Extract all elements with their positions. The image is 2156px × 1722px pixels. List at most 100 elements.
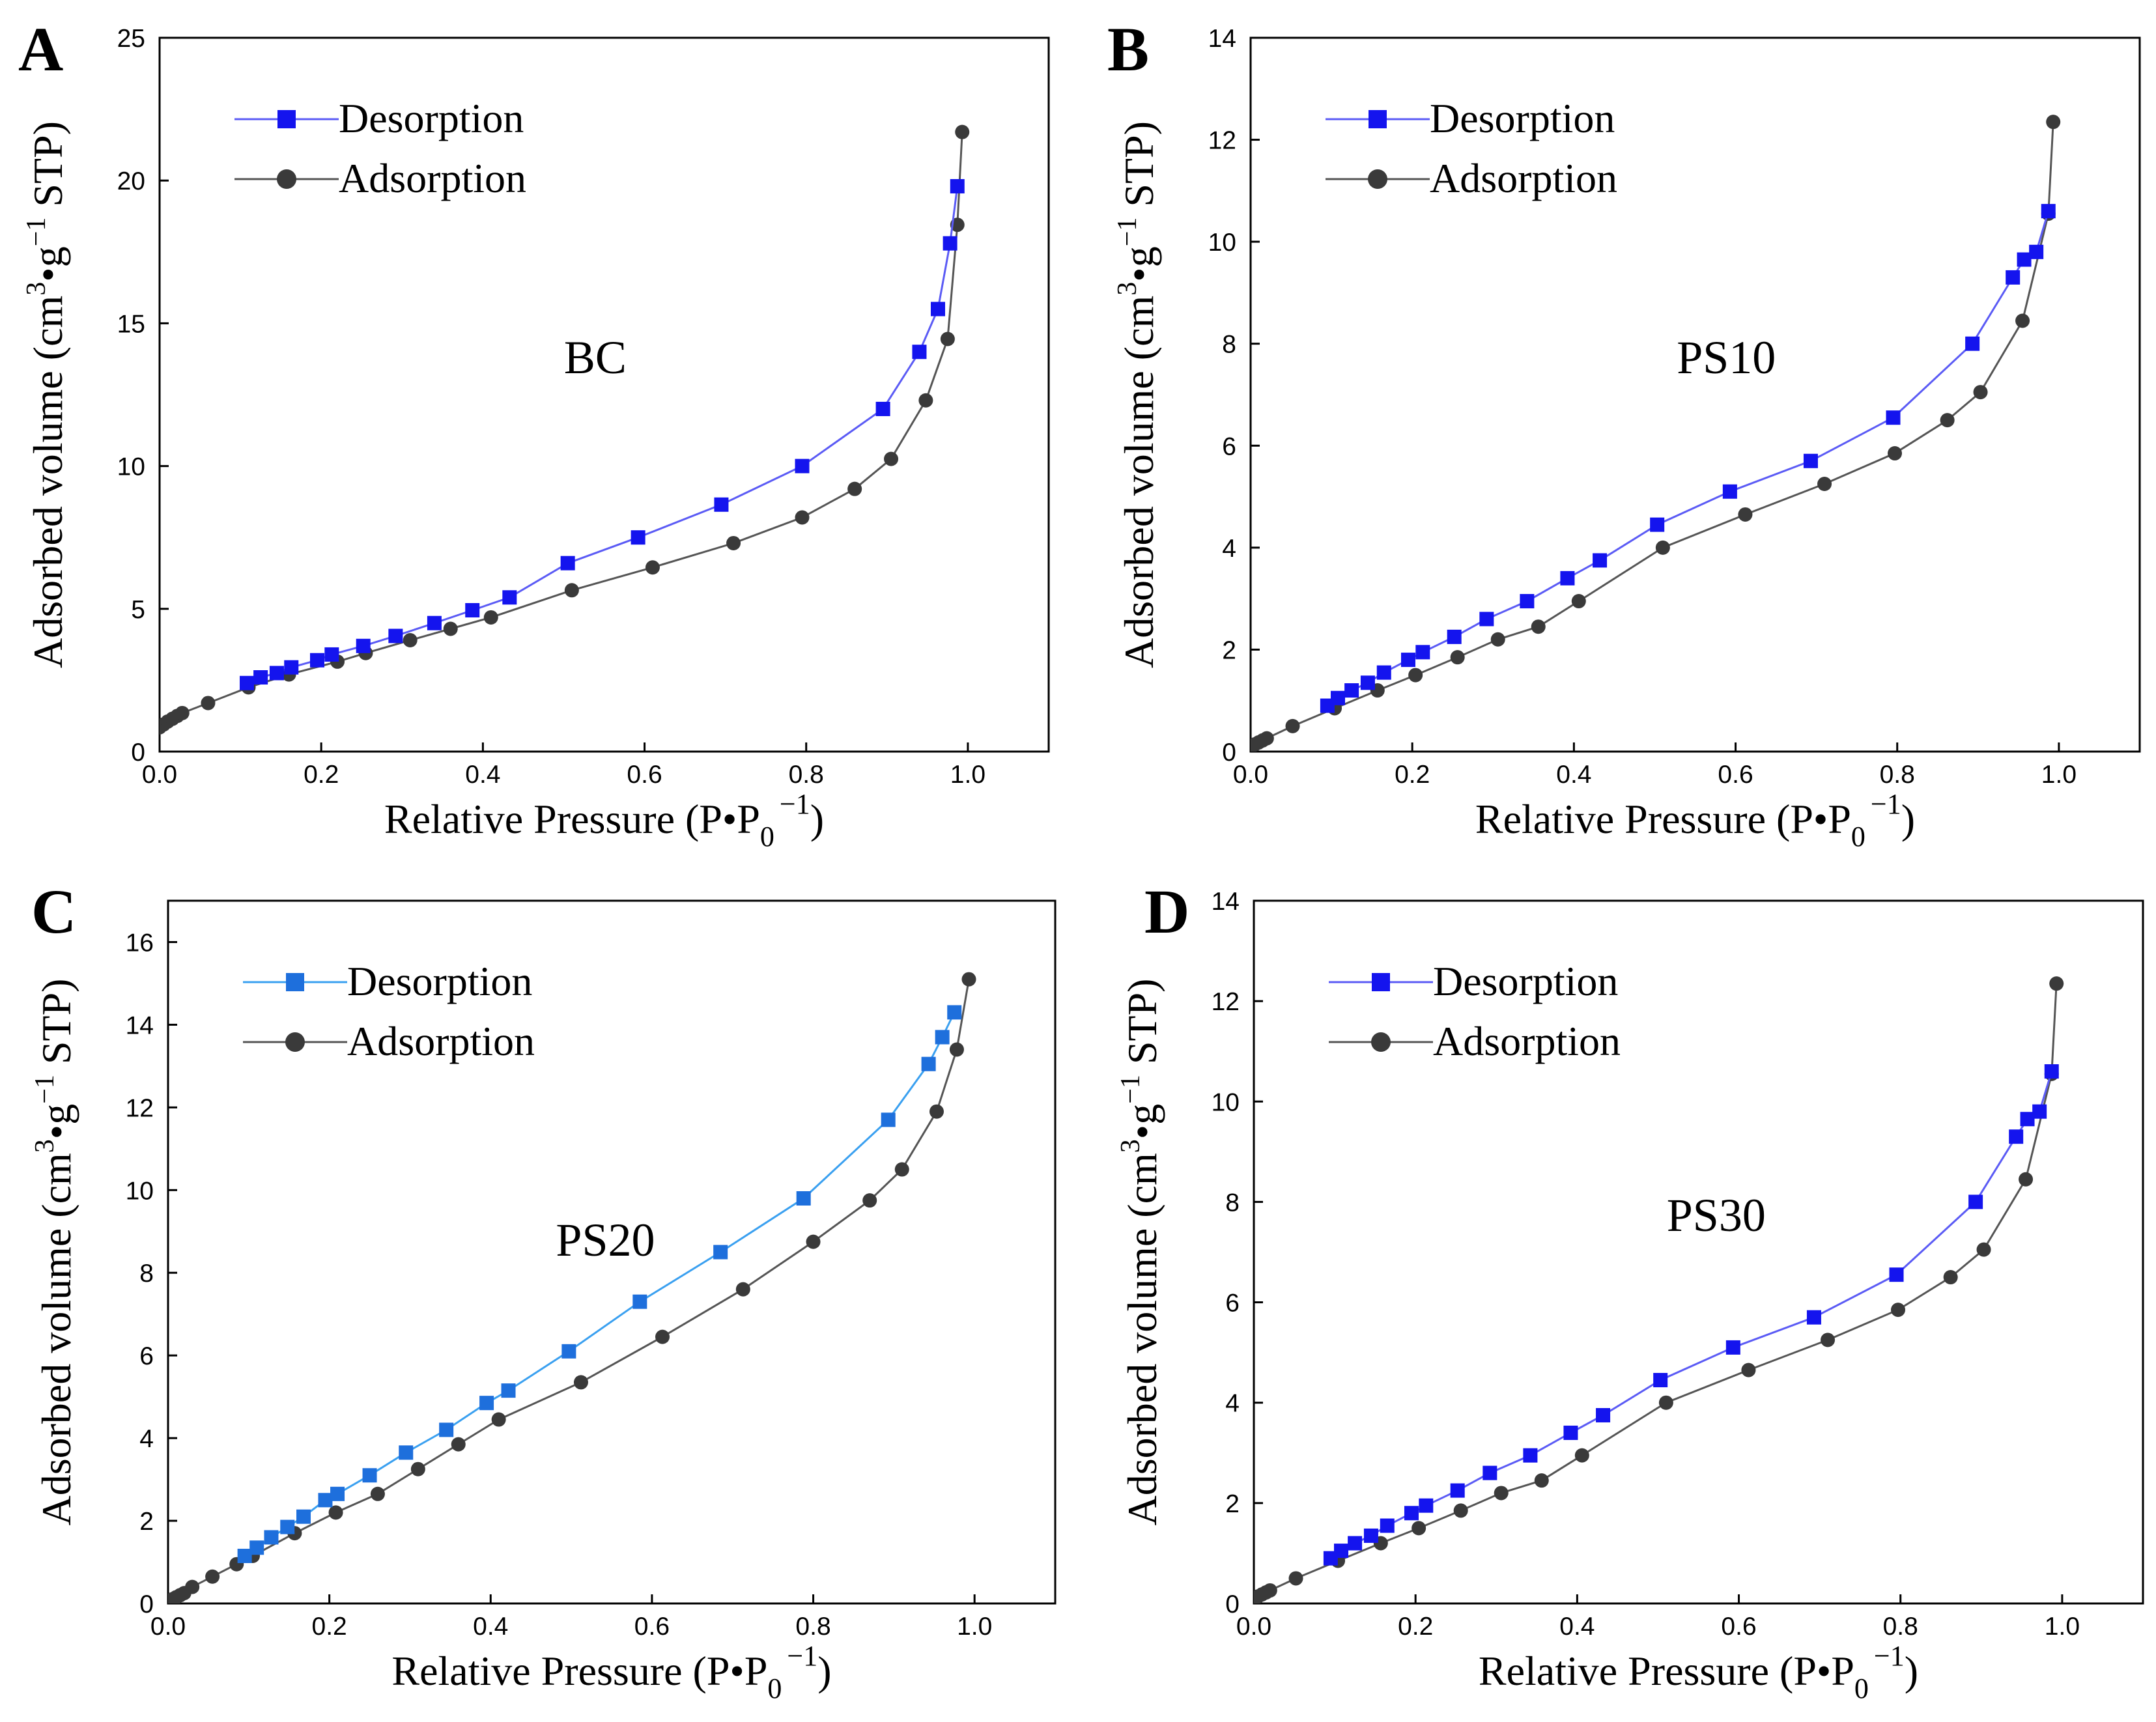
plot-frame [158,36,1050,753]
legend-entry-desorption: Desorption [1326,95,1615,141]
data-point [264,1530,279,1545]
y-axis-title-end: STP) [25,121,71,218]
y-tick-label: 2 [1225,1490,1240,1518]
y-axis-title-main: Adsorbed volume (cm [1116,296,1162,668]
data-point [714,497,729,512]
data-point [1940,413,1955,428]
y-axis-title-sup: 3 [30,1139,60,1153]
y-axis-title: Adsorbed volume (cm3•g−1 STP) [1113,121,1162,668]
plot-frame [1253,899,2144,1605]
data-point [403,633,418,648]
data-point [1520,594,1535,609]
y-axis-title-sup: 3 [1113,282,1142,296]
data-point [940,332,955,346]
legend-entry-desorption: Desorption [234,95,524,141]
data-point [1479,612,1494,627]
data-point [1348,1536,1363,1551]
data-point [564,583,579,598]
chart-panel-d: D 0.0 0.2 0.4 0.6 0.8 1.0 0 2 4 6 8 10 12 14 Relative P… [1116,877,2144,1704]
y-tick-label: 10 [1208,229,1236,257]
data-point [1973,385,1988,400]
data-point [961,972,976,987]
y-axis-title-sup: −1 [1116,1075,1146,1104]
series-adsorption [168,972,976,1603]
data-point [501,1383,516,1398]
data-point [491,1412,506,1427]
x-axis-title-close: ) [1905,1648,1918,1694]
legend-entry-adsorption: Adsorption [1329,1018,1621,1064]
x-axis-title-sup: −1 [1874,1640,1905,1672]
legend-label: Adsorption [347,1018,535,1064]
legend-entry-desorption: Desorption [1329,958,1618,1004]
data-point [240,675,255,690]
data-point [1886,410,1901,425]
x-tick-label: 0.4 [473,1613,508,1641]
x-axis-title-sup: −1 [780,788,810,820]
data-point [713,1245,728,1260]
panel-letter: A [18,14,63,84]
data-point [1523,1448,1538,1463]
data-point [175,705,190,720]
x-tick-label: 1.0 [957,1613,992,1641]
data-point [1450,1483,1465,1498]
x-tick-label: 0.0 [1233,761,1268,789]
series-line-adsorption [160,132,963,728]
data-point [253,670,268,685]
legend-marker-square [277,110,296,128]
data-point [1363,1528,1378,1543]
x-tick-label: 0.8 [795,1613,830,1641]
y-axis-title-sup: 3 [21,282,51,296]
data-point [943,236,957,251]
x-tick-label: 0.2 [1398,1613,1433,1641]
data-point [1806,1310,1821,1325]
y-axis-title-main: Adsorbed volume (cm [33,1153,79,1525]
y-axis-title-sup: 3 [1116,1139,1146,1153]
y-axis-title: Adsorbed volume (cm3•g−1 STP) [30,979,79,1526]
x-tick-label: 0.2 [1395,761,1430,789]
data-point [1803,453,1818,468]
data-point [201,696,216,711]
data-point [1891,1303,1906,1318]
series-desorption [240,178,965,690]
data-point [318,1493,333,1508]
y-axis-title-main: Adsorbed volume (cm [25,296,71,668]
data-point [795,459,810,473]
data-point [655,1329,670,1344]
data-point [560,556,575,571]
sample-label: PS30 [1667,1189,1766,1241]
y-tick-label: 4 [139,1425,154,1453]
data-point [806,1234,821,1249]
x-tick-label: 0.6 [1721,1613,1756,1641]
data-point [2029,244,2044,259]
data-point [949,1042,964,1057]
data-point [205,1569,220,1584]
y-axis-title-mid: •g [1116,246,1162,281]
chart-panel-c: C 0.0 0.2 0.4 0.6 0.8 1.0 0 2 4 6 8 10 12 14 16 Relative… [30,877,1057,1704]
series-adsorption [160,124,970,735]
x-axis-title-close: ) [817,1648,831,1694]
data-point [1408,668,1423,683]
panel-letter: B [1107,14,1149,84]
series-line-adsorption [168,979,970,1603]
data-point [912,345,927,360]
data-point [451,1437,466,1452]
y-axis-title-mid: •g [25,246,71,281]
x-tick-label: 0.2 [312,1613,347,1641]
data-point [875,401,890,416]
data-point [1262,1583,1277,1598]
x-axis-title: Relative Pressure (P•P0−1) [1479,1640,1918,1704]
data-point [1360,675,1375,690]
legend-label: Adsorption [1433,1018,1621,1064]
x-tick-label: 1.0 [2045,1613,2080,1641]
y-axis-title-sup: −1 [30,1075,60,1104]
x-tick-label: 0.0 [150,1613,186,1641]
data-point [573,1375,588,1390]
data-point [410,1461,425,1476]
x-tick-label: 0.8 [1883,1613,1918,1641]
y-tick-label: 12 [126,1094,154,1122]
y-tick-label: 8 [1222,331,1236,359]
chart-panel-a: A 0.0 0.2 0.4 0.6 0.8 1.0 0 5 10 15 20 25 Relative Pr… [18,14,1050,853]
data-point [2017,252,2032,267]
data-point [280,1519,295,1534]
y-tick-label: 6 [139,1342,154,1370]
